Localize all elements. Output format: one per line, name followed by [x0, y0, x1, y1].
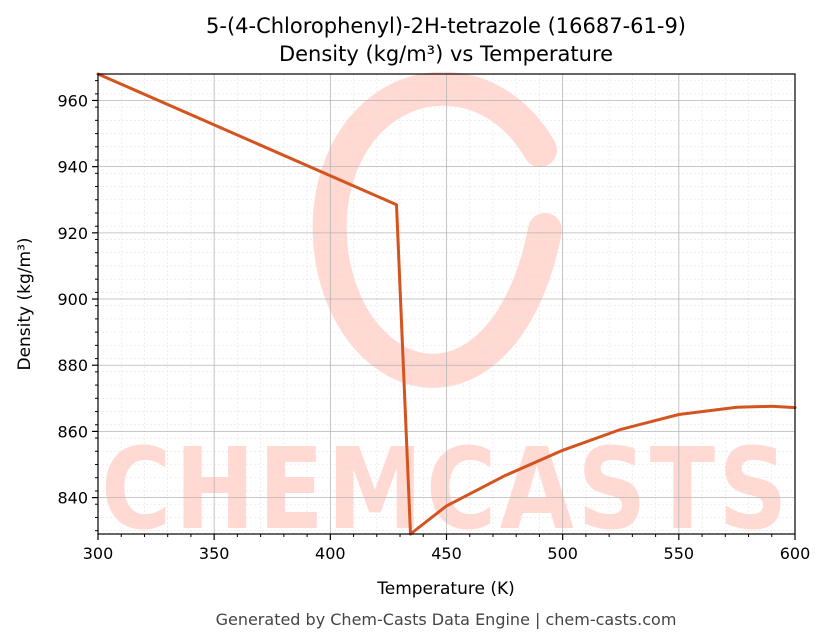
x-tick-label: 450: [431, 544, 462, 563]
footer-credit: Generated by Chem-Casts Data Engine | ch…: [216, 610, 677, 629]
chart-title-line2: Density (kg/m³) vs Temperature: [279, 42, 613, 66]
density-series-line: [96, 72, 797, 536]
axis-ticks: 300 350 400 450 500 550 600 840 860 880 900 920 940 9…: [57, 80, 811, 563]
y-tick-label: 840: [57, 489, 88, 508]
y-tick-label: 880: [57, 356, 88, 375]
watermark: CHEMCASTS: [101, 71, 791, 555]
y-tick-label: 940: [57, 158, 88, 177]
y-tick-label: 960: [57, 91, 88, 110]
x-tick-label: 350: [199, 544, 230, 563]
x-axis-label: Temperature (K): [376, 579, 515, 599]
chart-title-line1: 5-(4-Chlorophenyl)-2H-tetrazole (16687-6…: [206, 14, 686, 38]
watermark-text: CHEMCASTS: [101, 425, 791, 555]
y-axis-label: Density (kg/m³): [15, 237, 35, 370]
x-tick-label: 300: [83, 544, 114, 563]
y-tick-label: 920: [57, 224, 88, 243]
y-tick-label: 900: [57, 290, 88, 309]
y-tick-label: 860: [57, 422, 88, 441]
series-layer: [96, 72, 797, 536]
watermark-logo-arc: [312, 71, 562, 388]
x-tick-label: 550: [664, 544, 695, 563]
x-tick-label: 500: [547, 544, 578, 563]
x-tick-label: 400: [315, 544, 346, 563]
x-tick-label: 600: [780, 544, 811, 563]
